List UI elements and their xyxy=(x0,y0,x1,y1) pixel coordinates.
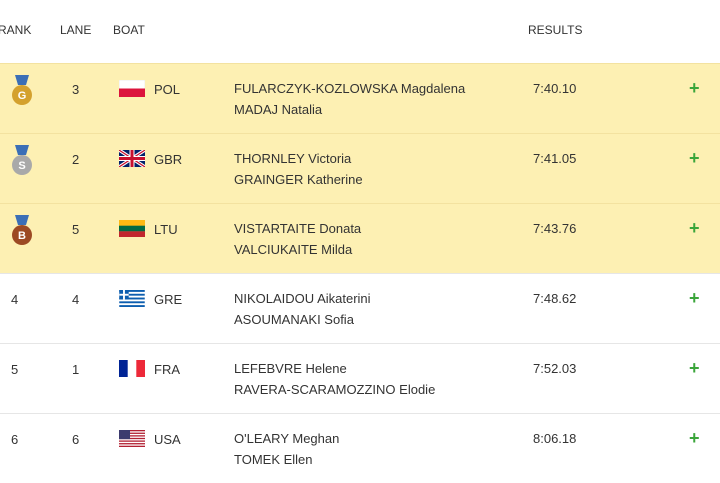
lane: 1 xyxy=(72,362,80,377)
expand-button[interactable]: + xyxy=(689,218,700,238)
result-row[interactable]: 5 1 FRA LEFEBVRE Helene RAVERA-SCARAMOZZ… xyxy=(0,343,720,413)
rank: 6 xyxy=(11,432,19,447)
lane: 6 xyxy=(72,432,80,447)
country: GBR xyxy=(154,152,183,167)
header-results[interactable]: RESULTS xyxy=(528,23,583,37)
result: 7:48.62 xyxy=(533,291,577,306)
expand-button[interactable]: + xyxy=(689,78,700,98)
header-lane[interactable]: LANE xyxy=(60,23,92,37)
athlete: NIKOLAIDOU Aikaterini xyxy=(234,291,371,306)
medal-letter: S xyxy=(18,160,25,172)
medal-letter: B xyxy=(18,230,26,242)
result-row[interactable]: S 2 GBR THORNLEY Victoria GRAINGER Kathe… xyxy=(0,133,720,203)
lane: 2 xyxy=(72,152,80,167)
athlete: MADAJ Natalia xyxy=(234,102,323,117)
athlete: THORNLEY Victoria xyxy=(234,151,352,166)
flag xyxy=(119,150,145,167)
lane: 4 xyxy=(72,292,80,307)
expand-button[interactable]: + xyxy=(689,358,700,378)
result: 7:43.76 xyxy=(533,221,577,236)
athlete: TOMEK Ellen xyxy=(234,452,313,467)
flag xyxy=(119,80,145,97)
athlete: ASOUMANAKI Sofia xyxy=(234,312,354,327)
result: 7:40.10 xyxy=(533,81,577,96)
bronze-medal: B xyxy=(12,215,32,245)
lane: 3 xyxy=(72,82,80,97)
flag xyxy=(119,220,145,237)
result-row[interactable]: 6 6 USA O'LEARY Meghan TOMEK Ellen 8:06.… xyxy=(0,413,720,483)
rank: 4 xyxy=(11,292,19,307)
medal-letter: G xyxy=(18,90,27,102)
athlete: LEFEBVRE Helene xyxy=(234,361,347,376)
flag xyxy=(119,290,145,307)
country: FRA xyxy=(154,362,180,377)
result-row[interactable]: 4 4 GRE NIKOLAIDOU Aikaterini ASOUMANAKI… xyxy=(0,273,720,343)
athlete: VISTARTAITE Donata xyxy=(234,221,362,236)
result-row[interactable]: G 3 POL FULARCZYK-KOZLOWSKA Magdalena MA… xyxy=(0,63,720,133)
silver-medal: S xyxy=(12,145,32,175)
flag xyxy=(119,430,145,447)
result: 7:52.03 xyxy=(533,361,577,376)
result-row[interactable]: B 5 LTU VISTARTAITE Donata VALCIUKAITE M… xyxy=(0,203,720,273)
header-rank[interactable]: RANK xyxy=(0,23,32,37)
athlete: O'LEARY Meghan xyxy=(234,431,340,446)
country: USA xyxy=(154,432,181,447)
country: GRE xyxy=(154,292,183,307)
expand-button[interactable]: + xyxy=(689,428,700,448)
header-boat[interactable]: BOAT xyxy=(113,23,145,37)
country: LTU xyxy=(154,222,178,237)
athlete: VALCIUKAITE Milda xyxy=(234,242,353,257)
result: 8:06.18 xyxy=(533,431,577,446)
expand-button[interactable]: + xyxy=(689,148,700,168)
page: RANK LANE BOAT RESULTS G 3 POL FULARCZYK… xyxy=(0,23,720,467)
athlete: FULARCZYK-KOZLOWSKA Magdalena xyxy=(234,81,466,96)
athlete: RAVERA-SCARAMOZZINO Elodie xyxy=(234,382,436,397)
result: 7:41.05 xyxy=(533,151,577,166)
gold-medal: G xyxy=(12,75,32,105)
athlete: GRAINGER Katherine xyxy=(234,172,363,187)
expand-button[interactable]: + xyxy=(689,288,700,308)
country: POL xyxy=(154,82,181,97)
flag xyxy=(119,360,145,377)
lane: 5 xyxy=(72,222,80,237)
rank: 5 xyxy=(11,362,19,377)
